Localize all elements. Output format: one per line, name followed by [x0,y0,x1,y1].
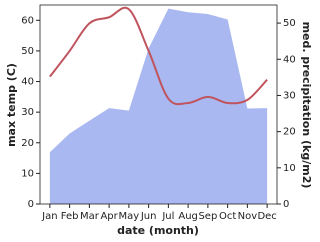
y-tick-label: 30 [21,107,34,118]
x-tick-label: Jun [140,211,157,222]
y-tick-label: 10 [21,168,34,179]
x-tick-label: May [119,211,140,222]
x-tick-label: Apr [100,211,118,222]
x-tick-label: Jan [41,211,57,222]
y-tick-label: 60 [21,15,34,26]
x-axis-label: date (month) [117,224,199,237]
y2-axis-label: med. precipitation (kg/m2) [300,22,313,189]
temp-line [49,6,268,106]
y-tick-label: 20 [21,138,34,149]
x-tick-label: Aug [178,211,198,222]
y2-tick-label: 10 [283,163,296,174]
x-tick-label: Mar [80,211,100,222]
x-tick-label: Feb [61,211,79,222]
x-tick-label: Nov [238,211,258,222]
precipitation-area [49,8,268,205]
x-tick-label: Jul [161,211,174,222]
plot-frame [39,4,278,205]
y-tick-label: 40 [21,77,34,88]
x-tick-label: Oct [219,211,236,222]
y2-tick-label: 40 [283,54,296,65]
y2-tick-label: 30 [283,90,296,101]
y2-tick-label: 0 [283,199,289,210]
y-tick-label: 50 [21,46,34,57]
y-tick-label: 0 [28,199,34,210]
y-axis-label: max temp (C) [5,63,18,147]
y2-tick-label: 20 [283,127,296,138]
x-tick-label: Dec [257,211,276,222]
y2-tick-label: 50 [283,18,296,29]
x-tick-label: Sep [198,211,217,222]
